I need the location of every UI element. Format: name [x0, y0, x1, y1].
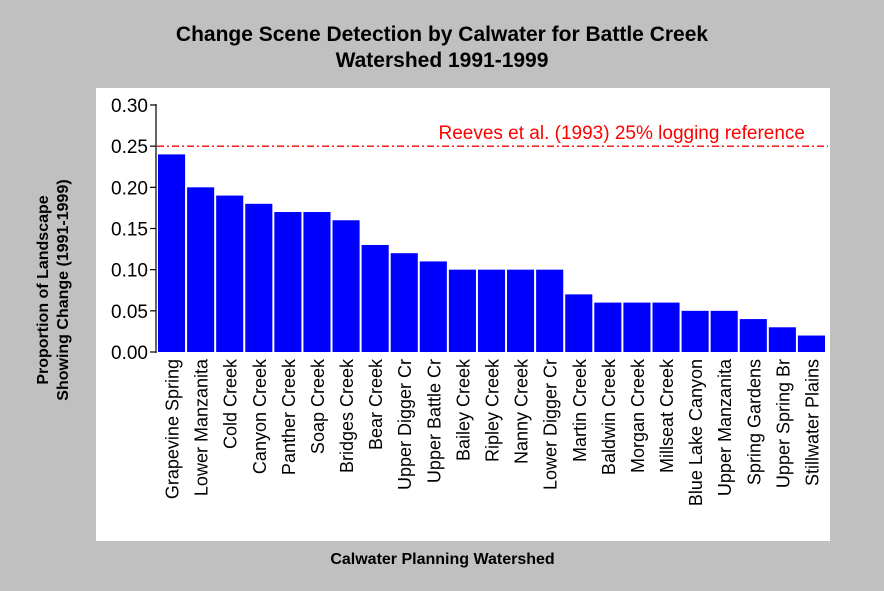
chart-title-line-2: Watershed 1991-1999 [335, 49, 549, 72]
x-tick-label-16: Morgan Creek [628, 358, 648, 473]
x-tick-label-19: Upper Manzanita [715, 358, 735, 496]
x-tick-label-21: Upper Spring Br [773, 359, 793, 488]
bar-22 [797, 335, 825, 352]
bar-17 [652, 302, 680, 352]
reference-group: Reeves et al. (1993) 25% logging referen… [157, 123, 828, 147]
x-tick-label-4: Panther Creek [279, 358, 299, 475]
bar-2 [216, 195, 244, 352]
x-tick-label-6: Bridges Creek [337, 358, 357, 473]
chart-title-line-1: Change Scene Detection by Calwater for B… [175, 23, 709, 46]
bar-19 [710, 310, 738, 352]
x-tick-label-17: Millseat Creek [657, 358, 677, 473]
bar-1 [187, 187, 215, 352]
reference-label: Reeves et al. (1993) 25% logging referen… [438, 123, 805, 144]
x-tick-label-11: Ripley Creek [483, 358, 503, 462]
y-tick-label-6: 0.30 [111, 96, 148, 117]
bar-14 [565, 294, 593, 352]
x-tick-label-1: Lower Manzanita [192, 358, 212, 496]
bar-18 [681, 310, 709, 352]
y-tick-label-5: 0.25 [111, 137, 148, 158]
bar-0 [158, 154, 186, 352]
bar-8 [390, 253, 418, 352]
bar-6 [332, 220, 360, 352]
y-tick-label-1: 0.05 [111, 302, 148, 323]
y-tick-label-0: 0.00 [111, 343, 148, 364]
bar-3 [245, 203, 273, 352]
bar-21 [768, 327, 796, 352]
bar-9 [419, 261, 447, 352]
x-tick-label-14: Martin Creek [570, 358, 590, 462]
bar-20 [739, 319, 767, 352]
x-tick-label-0: Grapevine Spring [163, 359, 183, 499]
y-axis: 0.00 0.05 0.10 0.15 0.20 0.25 0.30 [111, 96, 157, 364]
bar-16 [623, 302, 651, 352]
x-tick-label-22: Stillwater Plains [802, 359, 822, 486]
bars-group [158, 154, 825, 352]
x-tick-labels: Grapevine Spring Lower Manzanita Cold Cree… [163, 358, 823, 506]
bar-7 [361, 244, 389, 352]
bar-11 [477, 269, 506, 352]
x-tick-label-12: Nanny Creek [512, 358, 532, 464]
y-tick-label-4: 0.20 [111, 178, 148, 199]
x-tick-label-13: Lower Digger Cr [541, 359, 561, 490]
x-tick-label-2: Cold Creek [221, 358, 241, 449]
x-tick-label-18: Blue Lake Canyon [686, 359, 706, 506]
bar-5 [303, 212, 331, 352]
x-tick-label-7: Bear Creek [366, 358, 386, 450]
y-tick-label-3: 0.15 [111, 220, 148, 241]
x-tick-label-20: Spring Gardens [744, 359, 764, 485]
bar-4 [274, 212, 302, 352]
bar-10 [448, 269, 476, 352]
x-tick-label-9: Upper Battle Cr [424, 359, 444, 483]
x-tick-label-3: Canyon Creek [250, 358, 270, 474]
bar-15 [594, 302, 622, 352]
x-tick-label-8: Upper Digger Cr [395, 359, 415, 490]
bar-13 [536, 269, 564, 352]
bar-12 [507, 269, 535, 352]
x-tick-label-15: Baldwin Creek [599, 358, 619, 475]
chart-title: Change Scene Detection by Calwater for B… [0, 22, 884, 74]
x-tick-label-5: Soap Creek [308, 358, 328, 454]
x-axis-label: Calwater Planning Watershed [330, 551, 555, 568]
y-tick-label-2: 0.10 [111, 261, 148, 282]
x-tick-label-10: Bailey Creek [453, 358, 473, 461]
